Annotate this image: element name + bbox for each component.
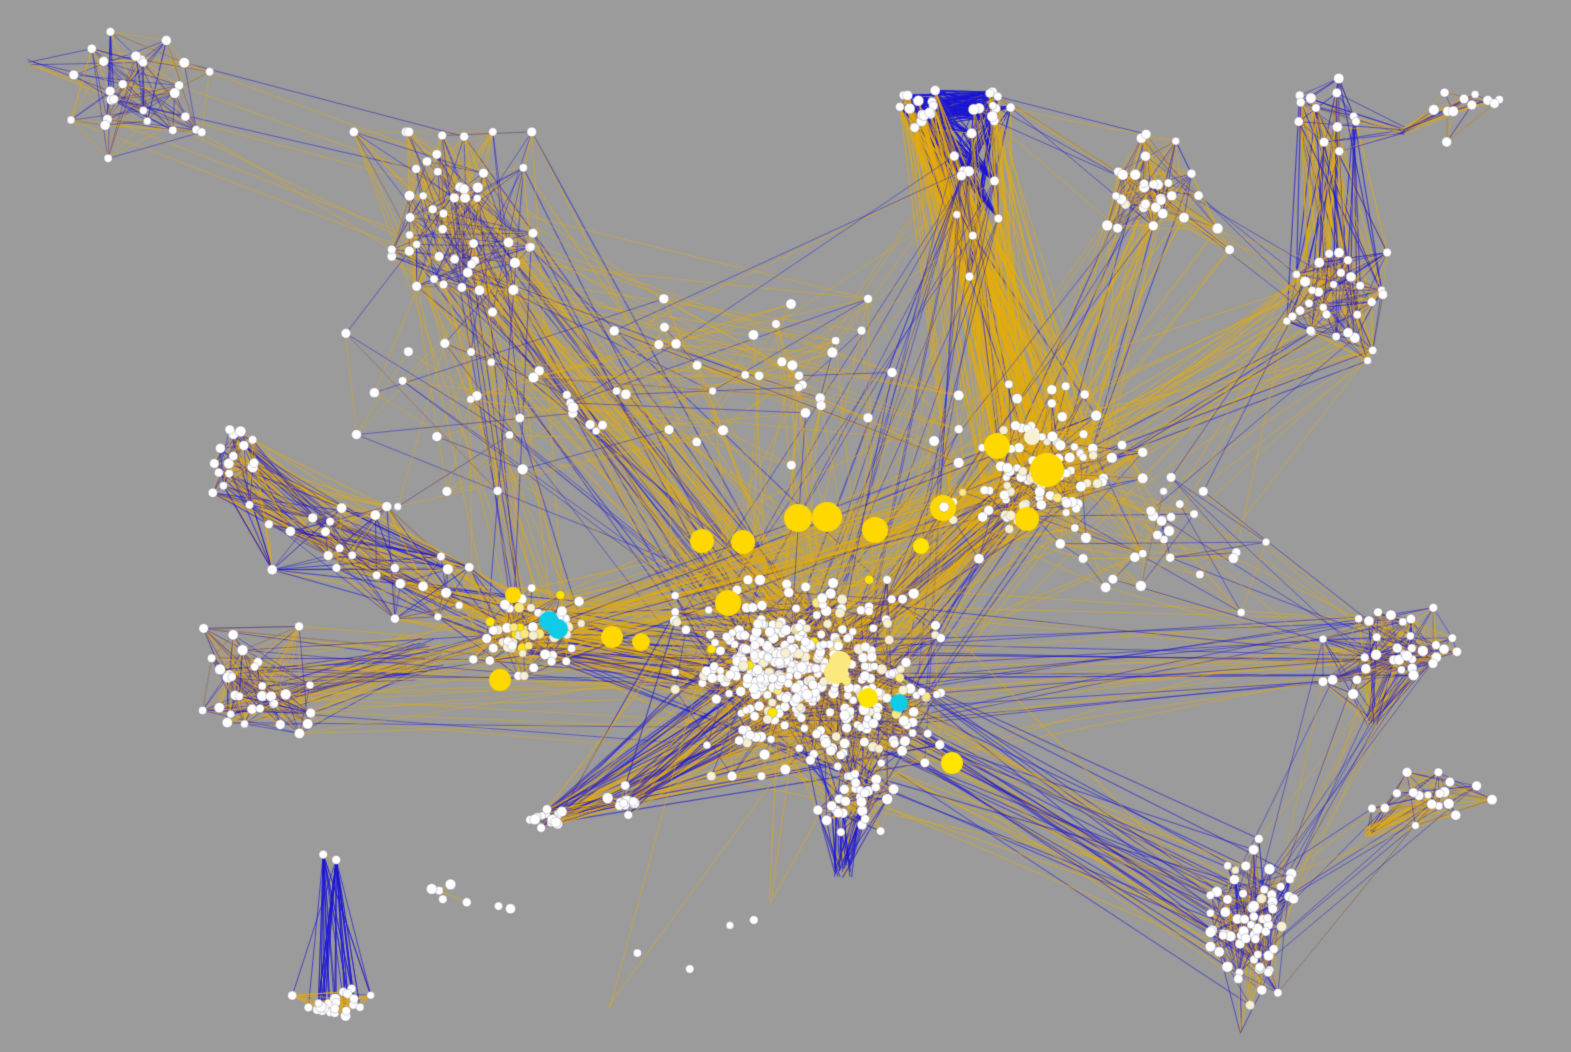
graph-visualization-window (0, 0, 1571, 1052)
network-graph-canvas[interactable] (0, 0, 1571, 1052)
